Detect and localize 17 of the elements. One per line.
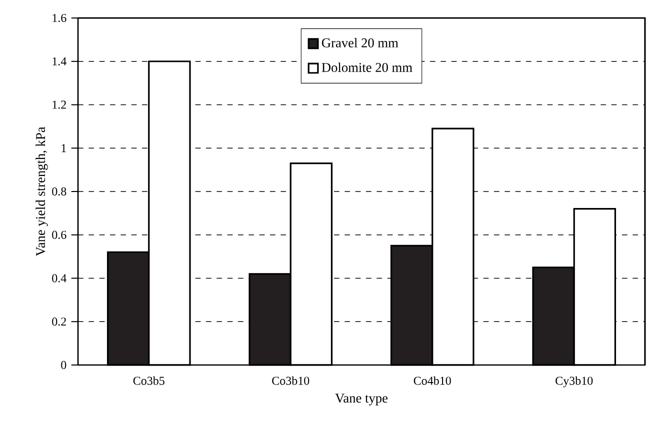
y-tick-label: 1.4 [52,57,66,66]
x-tick-label: Co3b10 [272,376,310,385]
x-tick-label: Co3b5 [133,376,164,385]
x-axis-title: Vane type [335,394,388,406]
x-tick-label: Co4b10 [414,376,451,385]
y-axis-title: Vane yield strength, kPa [36,126,48,256]
x-tick-label: Cy3b10 [556,376,593,388]
legend-label: Gravel 20 mm [322,38,398,48]
y-tick-label: 0.6 [52,230,66,239]
y-tick-label: 1 [62,144,66,152]
y-tick-label: 1.6 [52,14,66,22]
legend-label: Dolomite 20 mm [322,62,412,72]
y-tick-label: 0.2 [52,318,66,326]
y-tick-label: 1.2 [52,100,66,109]
y-tick-label: 0.4 [52,274,66,282]
y-tick-label: 0 [61,360,66,370]
y-tick-label: 0.8 [52,187,66,196]
